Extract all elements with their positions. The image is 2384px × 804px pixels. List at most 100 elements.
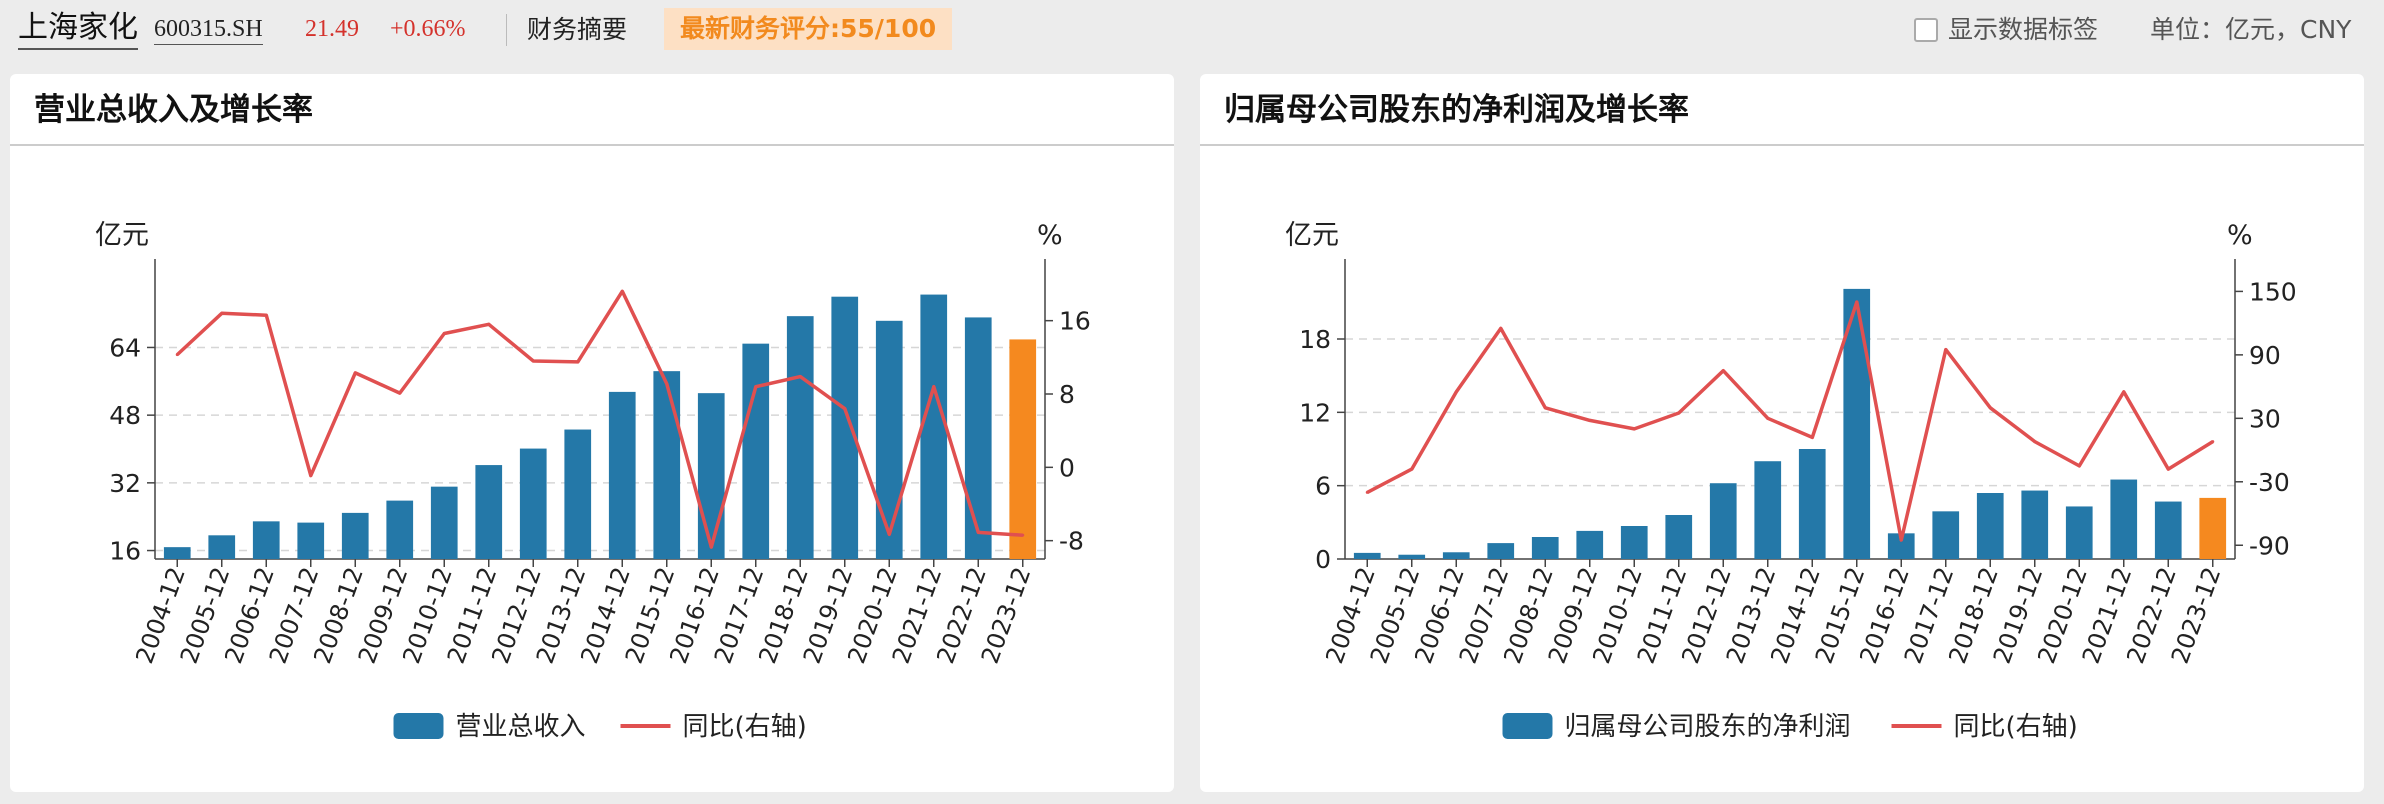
bar — [875, 320, 903, 559]
bar — [1576, 530, 1604, 559]
growth-point — [1855, 300, 1859, 304]
legend-label: 营业总收入 — [456, 712, 586, 742]
legend-swatch-bar — [393, 713, 444, 739]
panel-divider — [10, 144, 1174, 146]
bar — [1932, 511, 1960, 559]
stock-code[interactable]: 600315.SH — [154, 14, 263, 45]
growth-point — [2166, 467, 2170, 471]
bar — [475, 465, 503, 559]
panel-divider — [1200, 144, 2364, 146]
bar — [1531, 537, 1559, 559]
growth-point — [709, 545, 713, 549]
growth-point — [1677, 411, 1681, 415]
bar — [430, 486, 458, 559]
price-change: +0.66% — [390, 16, 466, 42]
growth-point — [175, 353, 179, 357]
bar — [252, 521, 280, 559]
right-tick-label: -8 — [1059, 527, 1084, 556]
bar — [2110, 479, 2138, 559]
bar — [1754, 461, 1782, 559]
growth-point — [1543, 406, 1547, 410]
bar — [786, 316, 814, 559]
show-data-labels-checkbox[interactable] — [1914, 18, 1938, 42]
bar — [386, 500, 414, 559]
bar — [2065, 506, 2093, 559]
growth-point — [1632, 427, 1636, 431]
header-divider — [506, 14, 507, 46]
bar — [1709, 483, 1737, 559]
bar — [163, 547, 191, 559]
right-tick-label: 90 — [2249, 341, 2281, 370]
tab-financial-summary[interactable]: 财务摘要 — [527, 15, 628, 44]
growth-point — [1810, 435, 1814, 439]
panel-title: 营业总收入及增长率 — [34, 92, 313, 128]
right-axis-unit: % — [1037, 220, 1063, 251]
legend-label: 归属母公司股东的净利润 — [1565, 712, 1851, 742]
panel-title: 归属母公司股东的净利润及增长率 — [1224, 92, 1689, 128]
top-bar: 上海家化 600315.SH 21.49 +0.66% 财务摘要 最新财务评分:… — [0, 0, 2384, 62]
bar — [1353, 552, 1381, 559]
growth-point — [576, 360, 580, 364]
legend-label: 同比(右轴) — [1954, 712, 2078, 742]
growth-point — [843, 407, 847, 411]
growth-point — [1944, 348, 1948, 352]
legend-swatch-bar — [1502, 713, 1553, 739]
growth-point — [1588, 418, 1592, 422]
growth-point — [353, 371, 357, 375]
left-tick-label: 64 — [109, 333, 141, 362]
growth-point — [2211, 440, 2215, 444]
growth-point — [754, 385, 758, 389]
growth-point — [932, 385, 936, 389]
bar — [1442, 552, 1470, 559]
right-tick-label: 16 — [1059, 307, 1091, 336]
bar — [964, 317, 992, 559]
legend-label: 同比(右轴) — [683, 712, 807, 742]
growth-point — [1899, 538, 1903, 542]
bar — [1665, 515, 1693, 559]
financial-score-badge[interactable]: 最新财务评分:55/100 — [664, 8, 953, 50]
growth-point — [1766, 416, 1770, 420]
right-tick-label: -90 — [2249, 531, 2290, 560]
stock-name[interactable]: 上海家化 — [18, 8, 138, 50]
left-axis-unit: 亿元 — [1285, 220, 1339, 251]
growth-line — [176, 289, 1023, 549]
growth-point — [2033, 440, 2037, 444]
bar — [1398, 554, 1426, 559]
bar — [341, 512, 369, 559]
bar — [1976, 493, 2004, 559]
unit-label: 单位：亿元，CNY — [2150, 15, 2352, 44]
right-axis-unit: % — [2227, 220, 2253, 251]
right-tick-label: 0 — [1059, 453, 1075, 482]
bar — [2021, 490, 2049, 559]
growth-point — [2077, 464, 2081, 468]
growth-point — [620, 289, 624, 293]
left-tick-label: 6 — [1315, 472, 1331, 501]
show-data-labels-toggle[interactable]: 显示数据标签 — [1914, 14, 2098, 46]
bar — [653, 371, 681, 559]
growth-point — [1721, 369, 1725, 373]
bar — [1009, 339, 1037, 559]
left-tick-label: 18 — [1299, 325, 1331, 354]
bar — [742, 343, 770, 559]
growth-point — [798, 375, 802, 379]
growth-point — [1410, 467, 1414, 471]
growth-point — [665, 382, 669, 386]
growth-point — [487, 322, 491, 326]
bar — [519, 448, 547, 559]
bar — [564, 429, 592, 559]
growth-point — [1499, 326, 1503, 330]
growth-point — [442, 332, 446, 335]
left-tick-label: 16 — [109, 537, 141, 566]
left-tick-label: 48 — [109, 401, 141, 430]
bar — [2199, 497, 2227, 559]
net-profit-panel: 归属母公司股东的净利润及增长率 0 6 12 18 -90 -30 30 90 150 亿元% 20… — [1200, 74, 2364, 792]
left-tick-label: 0 — [1315, 545, 1331, 574]
growth-point — [398, 391, 402, 395]
growth-point — [531, 359, 535, 363]
growth-point — [2122, 390, 2126, 394]
growth-point — [1021, 533, 1025, 537]
bar — [1620, 526, 1648, 559]
growth-point — [887, 532, 891, 536]
